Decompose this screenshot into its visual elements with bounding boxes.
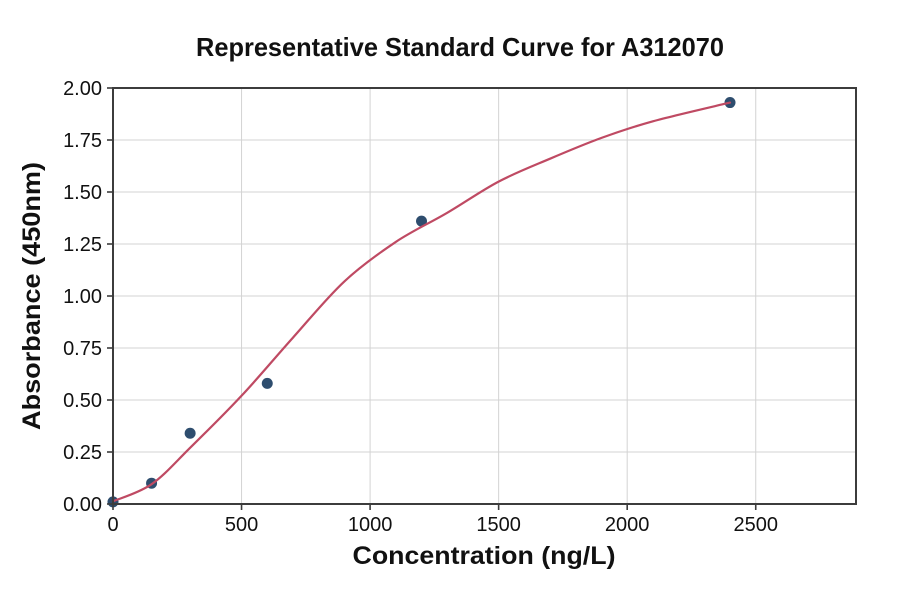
x-axis-label: Concentration (ng/L) (353, 542, 616, 570)
chart-title: Representative Standard Curve for A31207… (196, 32, 724, 62)
y-tick-label: 0.75 (63, 338, 102, 360)
x-tick-label: 0 (107, 514, 118, 536)
standard-curve-line (111, 101, 732, 503)
y-tick-label: 0.25 (63, 442, 102, 464)
x-tick-label: 1000 (348, 514, 393, 536)
x-tick-label: 500 (225, 514, 258, 536)
y-tick-label: 1.25 (63, 234, 102, 256)
x-tick-label: 2500 (733, 514, 778, 536)
y-tick-label: 1.50 (63, 182, 102, 204)
y-tick-label: 0.00 (63, 494, 102, 516)
y-tick-label: 1.75 (63, 130, 102, 152)
y-tick-label: 1.00 (63, 286, 102, 308)
data-point (416, 215, 428, 227)
x-tick-label: 1500 (476, 514, 521, 536)
y-axis-label: Absorbance (450nm) (18, 162, 46, 430)
gridlines (112, 87, 856, 505)
data-points (107, 97, 736, 508)
fit-curve-layer (111, 101, 732, 503)
tick-layer: 0 500 1000 1500 2000 2500 0.00 0.25 0.50 0.75 1.00… (63, 78, 778, 536)
data-point (261, 377, 273, 389)
y-tick-label: 2.00 (63, 78, 102, 100)
data-point (184, 427, 196, 439)
y-tick-label: 0.50 (63, 390, 102, 412)
x-tick-label: 2000 (605, 514, 650, 536)
